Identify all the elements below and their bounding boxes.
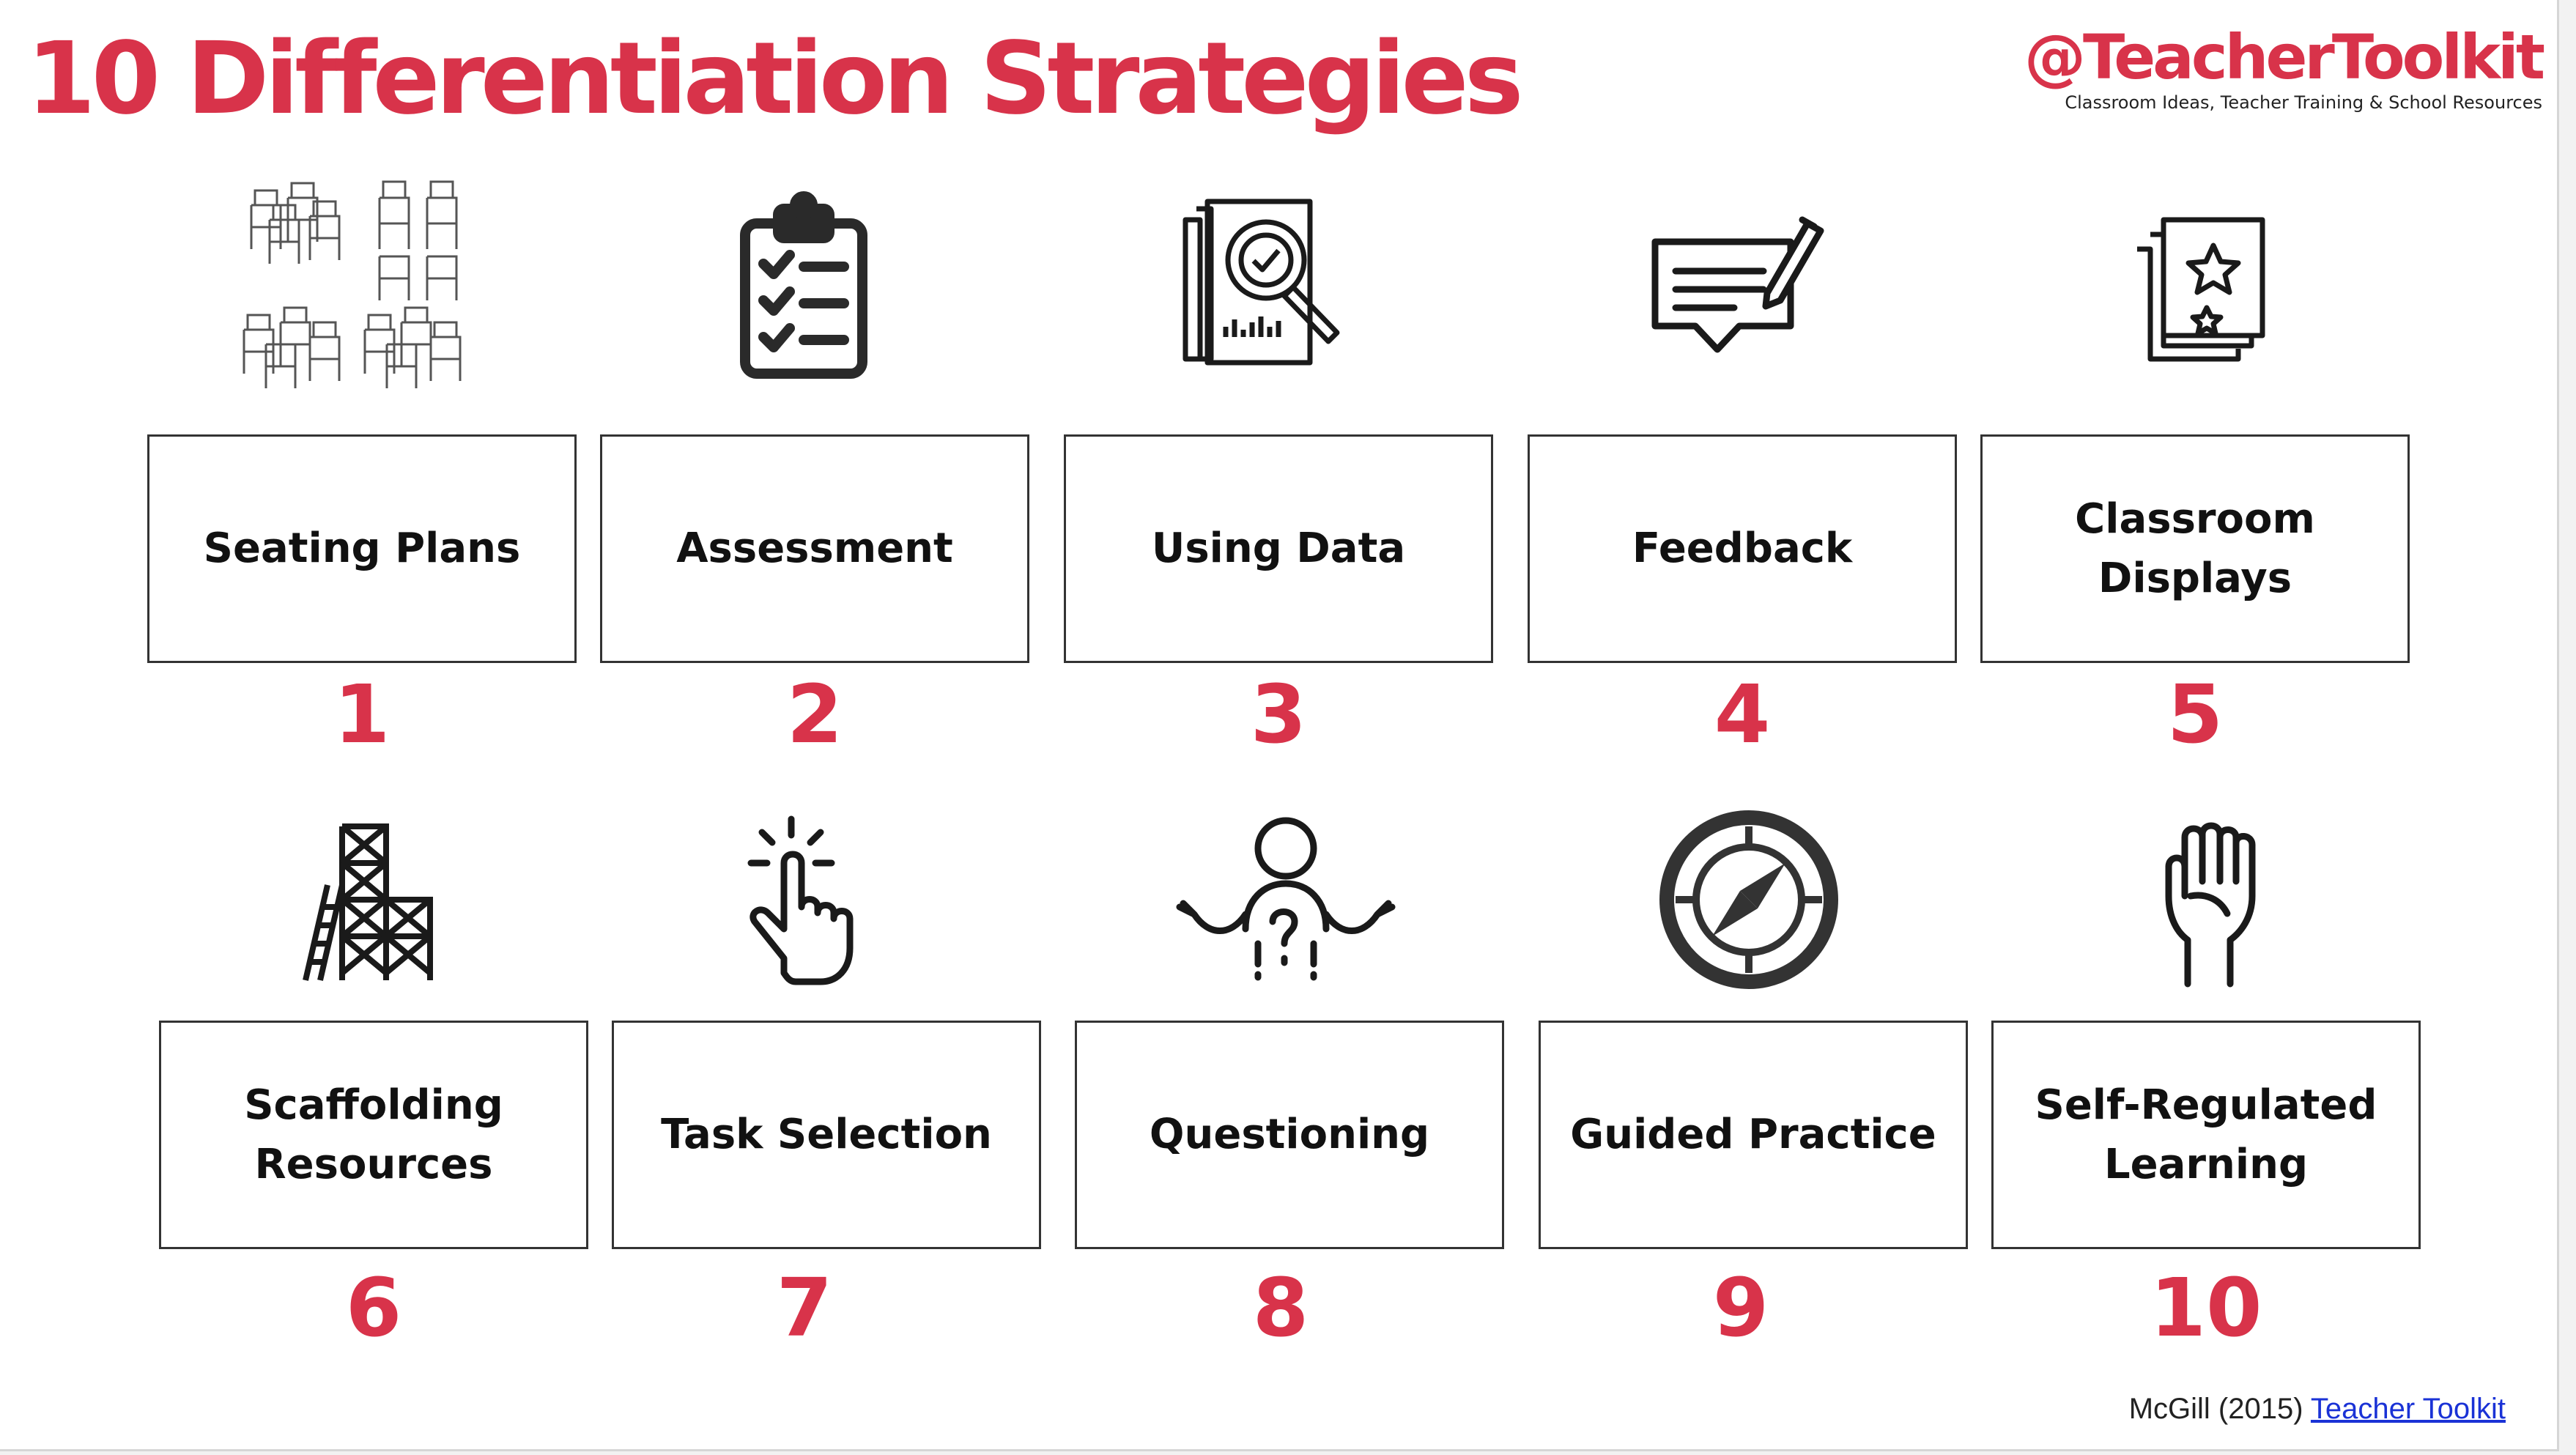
strategy-label: Questioning bbox=[1149, 1111, 1430, 1159]
strategy-card-10: Self-Regulated Learning bbox=[1991, 1021, 2421, 1249]
display-star-icon bbox=[2137, 217, 2265, 362]
strategy-card-7: Task Selection bbox=[612, 1021, 1041, 1249]
scaffolding-icon bbox=[303, 823, 433, 981]
strategy-label: Feedback bbox=[1632, 525, 1853, 573]
strategy-card-3: Using Data bbox=[1064, 434, 1493, 663]
strategy-card-4: Feedback bbox=[1528, 434, 1957, 663]
icon-slot-8 bbox=[1070, 790, 1502, 1010]
strategy-label: Scaffolding Resources bbox=[244, 1081, 503, 1188]
strategy-number: 9 bbox=[1712, 1261, 1769, 1355]
icon-slot-10 bbox=[1993, 790, 2425, 1010]
strategy-number: 2 bbox=[786, 667, 843, 761]
clipboard-checklist-icon bbox=[740, 191, 867, 379]
credit-prefix: McGill (2015) bbox=[2128, 1393, 2303, 1425]
teacher-toolkit-link[interactable]: Teacher Toolkit bbox=[2310, 1393, 2506, 1425]
brand-tagline: Classroom Ideas, Teacher Training & Scho… bbox=[2065, 92, 2542, 113]
compass-icon bbox=[1659, 810, 1838, 989]
pointing-hand-icon bbox=[747, 815, 854, 985]
icon-slot-6 bbox=[148, 790, 580, 1010]
page-title: 10 Differentiation Strategies bbox=[26, 21, 1524, 137]
icon-slot-5 bbox=[1980, 176, 2412, 396]
strategy-number: 5 bbox=[2166, 667, 2224, 761]
strategy-label: Guided Practice bbox=[1570, 1111, 1936, 1159]
strategy-label: Assessment bbox=[676, 525, 953, 573]
brand-handle: @TeacherToolkit bbox=[2024, 21, 2545, 93]
strategy-card-1: Seating Plans bbox=[147, 434, 577, 663]
strategy-label: Task Selection bbox=[661, 1111, 992, 1159]
strategy-label: Using Data bbox=[1151, 525, 1406, 573]
feedback-writing-icon bbox=[1651, 216, 1824, 353]
brand-logo: @TeacherToolkit Classroom Ideas, Teacher… bbox=[2024, 21, 2545, 113]
icon-slot-4 bbox=[1518, 176, 1950, 396]
strategy-card-9: Guided Practice bbox=[1539, 1021, 1968, 1249]
strategy-number: 1 bbox=[333, 667, 391, 761]
icon-slot-7 bbox=[586, 790, 1018, 1010]
strategy-card-6: Scaffolding Resources bbox=[159, 1021, 588, 1249]
icon-slot-1 bbox=[145, 176, 577, 396]
strategy-number: 10 bbox=[2150, 1261, 2262, 1355]
chairs-icon bbox=[243, 180, 462, 388]
strategy-label: Seating Plans bbox=[203, 525, 521, 573]
strategy-label: Classroom Displays bbox=[2075, 495, 2315, 602]
raised-fist-icon bbox=[2165, 822, 2256, 988]
strategy-number: 4 bbox=[1714, 667, 1771, 761]
strategy-number: 3 bbox=[1250, 667, 1307, 761]
data-analysis-icon bbox=[1182, 199, 1340, 366]
strategy-number: 7 bbox=[776, 1261, 833, 1355]
icon-slot-9 bbox=[1533, 790, 1965, 1010]
strategy-number: 6 bbox=[345, 1261, 402, 1355]
icon-slot-2 bbox=[588, 176, 1020, 396]
icon-slot-3 bbox=[1054, 176, 1486, 396]
credit-line: McGill (2015) Teacher Toolkit bbox=[2129, 1393, 2506, 1426]
strategy-card-5: Classroom Displays bbox=[1980, 434, 2410, 663]
strategy-label: Self-Regulated Learning bbox=[2035, 1081, 2377, 1188]
strategy-card-2: Assessment bbox=[600, 434, 1029, 663]
strategy-number: 8 bbox=[1252, 1261, 1309, 1355]
questioning-person-icon bbox=[1176, 817, 1396, 981]
strategy-card-8: Questioning bbox=[1075, 1021, 1504, 1249]
